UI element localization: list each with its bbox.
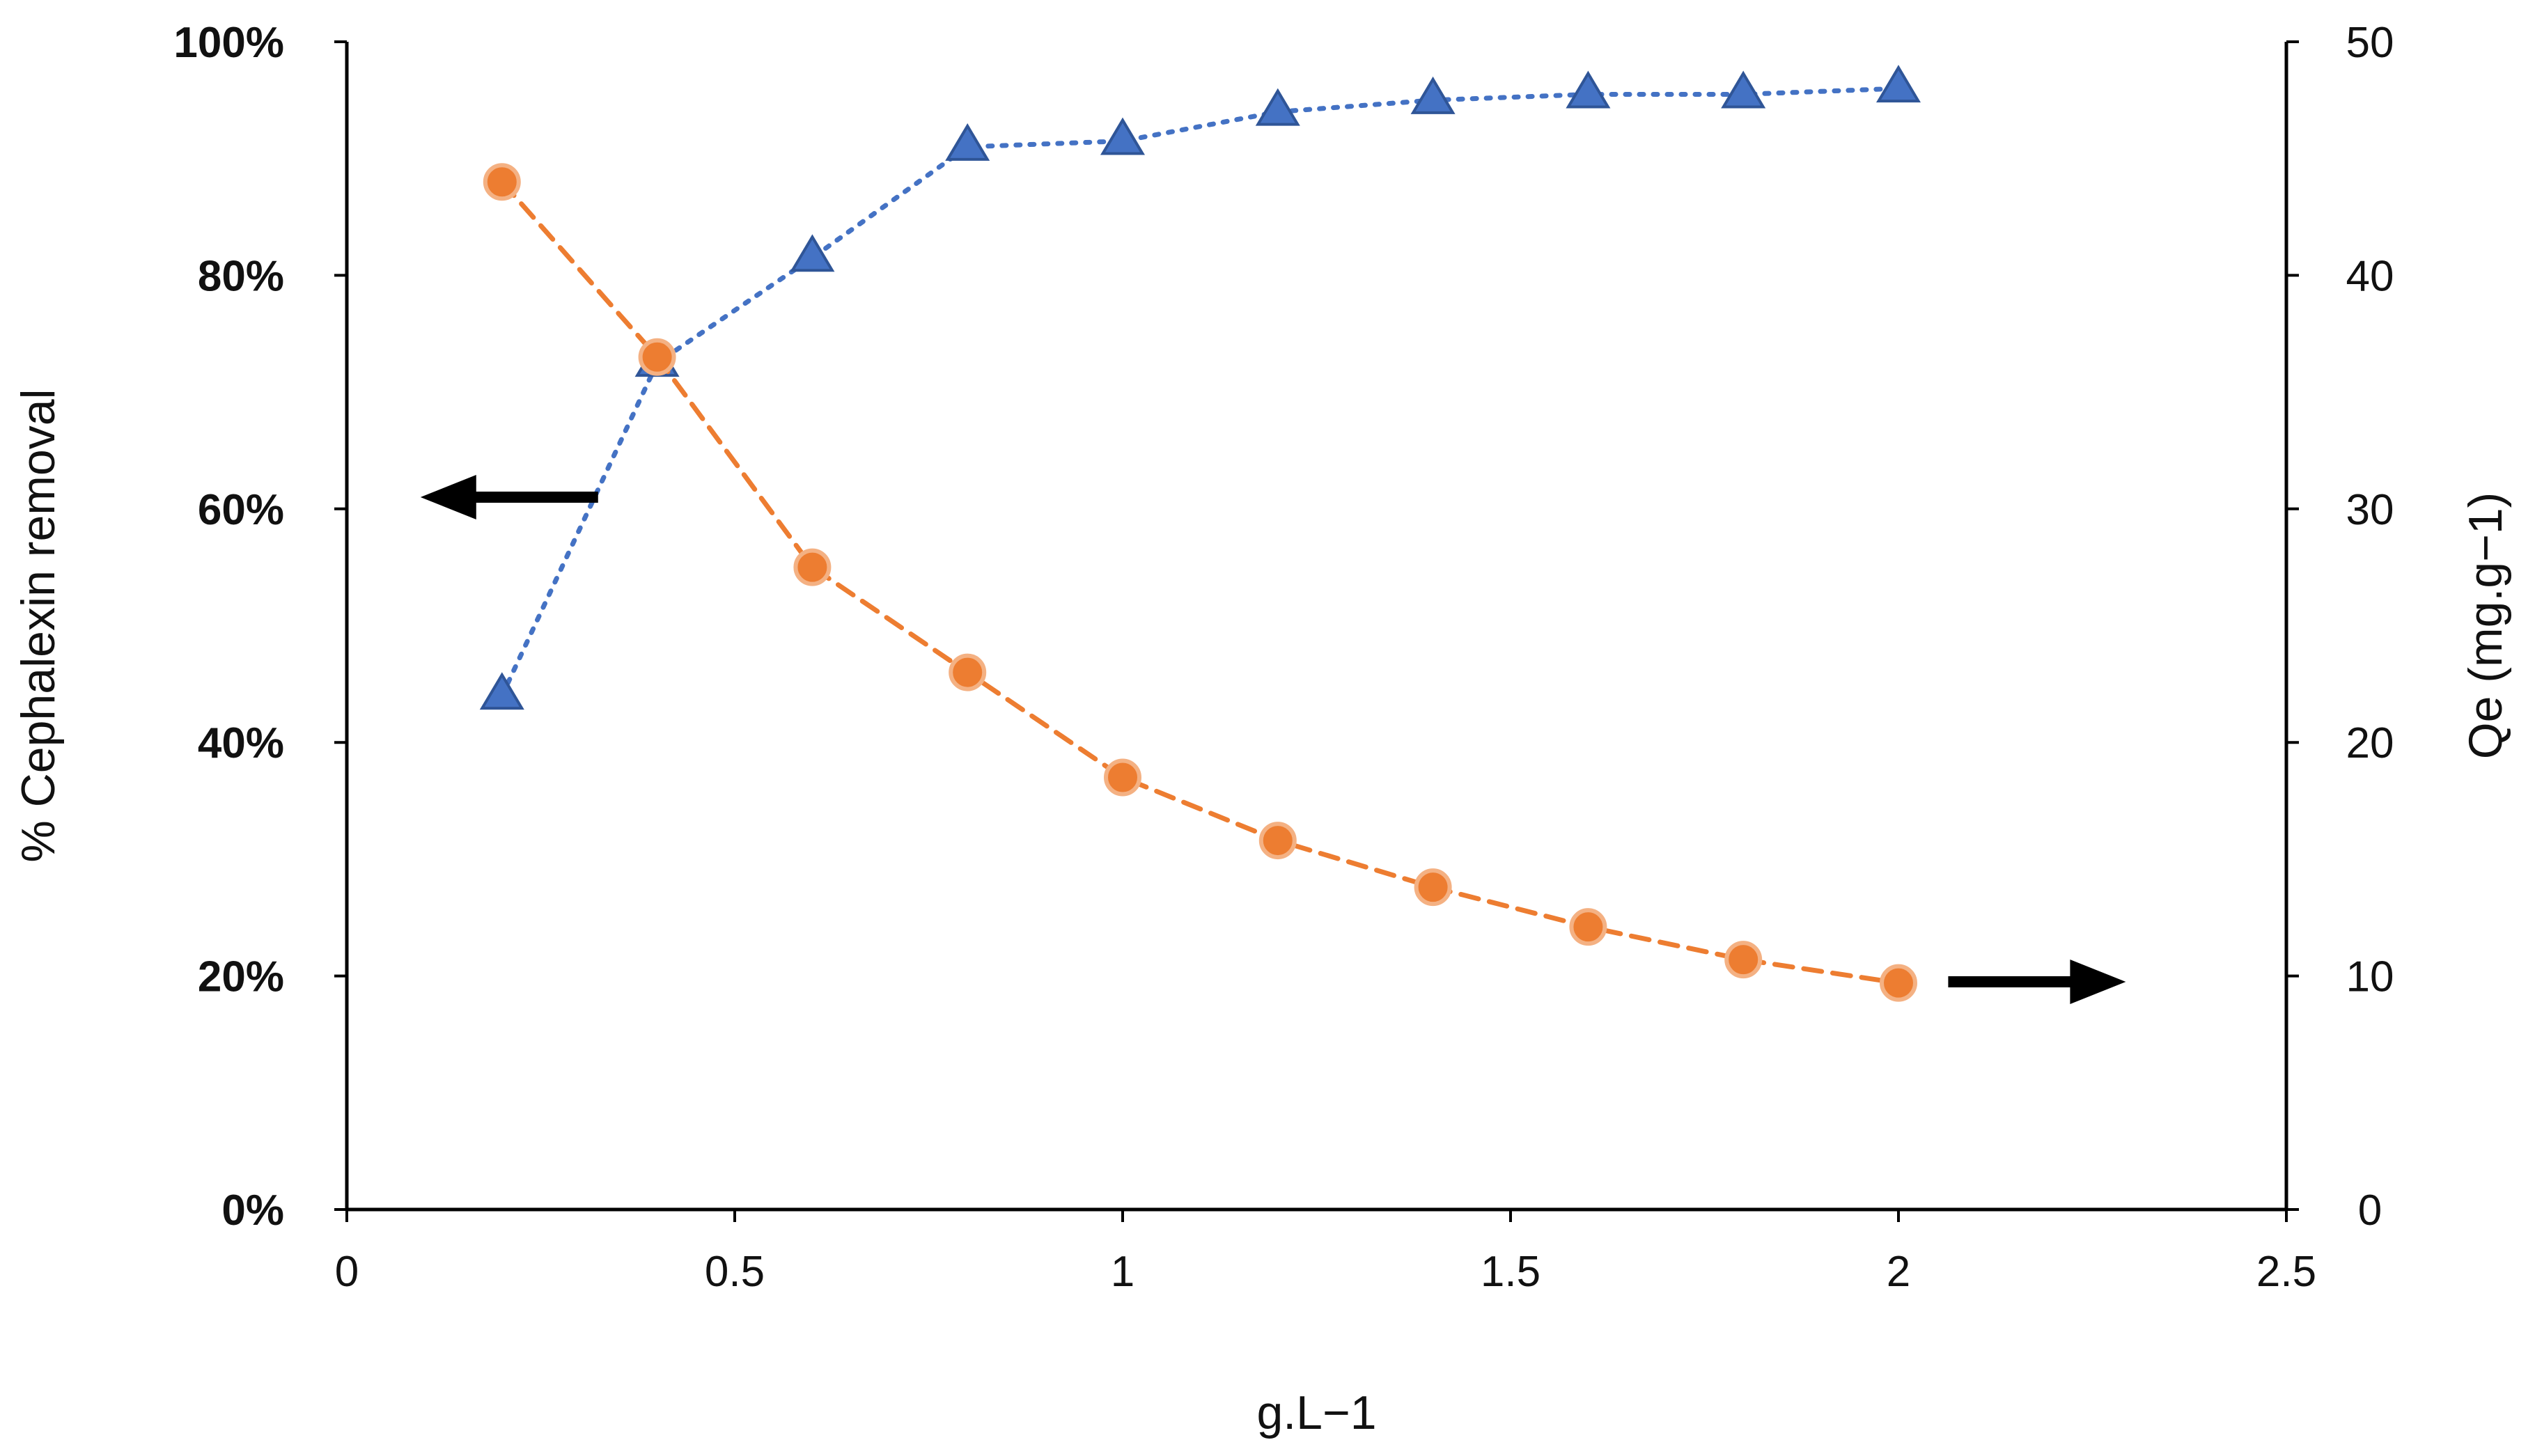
removal-point	[1721, 70, 1766, 109]
removal-point	[1255, 88, 1300, 126]
qe-point	[1414, 868, 1452, 907]
removal-point	[1875, 65, 1921, 103]
y-left-tick-label: 80%	[198, 252, 284, 300]
y-right-axis-title: Qe (mg.g−1)	[2459, 492, 2512, 760]
series-layer	[479, 65, 1921, 1002]
removal-point	[945, 123, 990, 161]
y-right-tick-label: 30	[2346, 486, 2394, 534]
qe-point	[1258, 822, 1297, 860]
y-right-tick-label: 0	[2358, 1187, 2382, 1235]
x-tick-label: 2.5	[2256, 1248, 2316, 1296]
y-left-tick-label: 100%	[173, 19, 284, 67]
annotation-layer	[420, 475, 2126, 1004]
y-left-tick-label: 60%	[198, 486, 284, 534]
qe-point	[793, 548, 832, 586]
y-left-tick-label: 20%	[198, 953, 284, 1001]
y-left-axis-title: % Cephalexin removal	[12, 389, 65, 862]
y-left-tick-label: 40%	[198, 719, 284, 767]
x-tick-label: 1	[1111, 1248, 1134, 1296]
y-right-tick-label: 50	[2346, 19, 2394, 67]
y-right-tick-label: 10	[2346, 953, 2394, 1001]
qe-point	[483, 163, 521, 201]
y-right-tick-label: 40	[2346, 252, 2394, 300]
y-left-tick-label: 0%	[221, 1187, 284, 1235]
y-right-tick-label: 20	[2346, 719, 2394, 767]
x-tick-label: 2	[1887, 1248, 1910, 1296]
removal-point	[790, 234, 835, 272]
x-axis-title: g.L−1	[1256, 1386, 1376, 1439]
qe-point	[1569, 908, 1607, 946]
qe-point	[949, 653, 987, 691]
axes: 0 0.5 1 1.5 2 2.5 0% 20% 40% 60% 80% 100% 0 10 20 30 40 5…	[173, 19, 2394, 1296]
removal-point	[1410, 76, 1456, 114]
x-tick-label: 0.5	[705, 1248, 765, 1296]
right-axis-arrow-head	[2070, 959, 2126, 1004]
qe-series-line	[499, 179, 1901, 986]
left-axis-arrow-head	[420, 475, 476, 520]
x-tick-label: 0	[335, 1248, 359, 1296]
qe-point	[638, 338, 676, 376]
removal-series-line	[499, 86, 1901, 698]
removal-point	[479, 672, 524, 710]
removal-point	[1100, 117, 1146, 155]
x-tick-label: 1.5	[1481, 1248, 1540, 1296]
qe-point	[1880, 964, 1917, 1002]
qe-point	[1724, 941, 1763, 979]
removal-point	[1566, 70, 1611, 109]
qe-point	[1104, 758, 1141, 797]
